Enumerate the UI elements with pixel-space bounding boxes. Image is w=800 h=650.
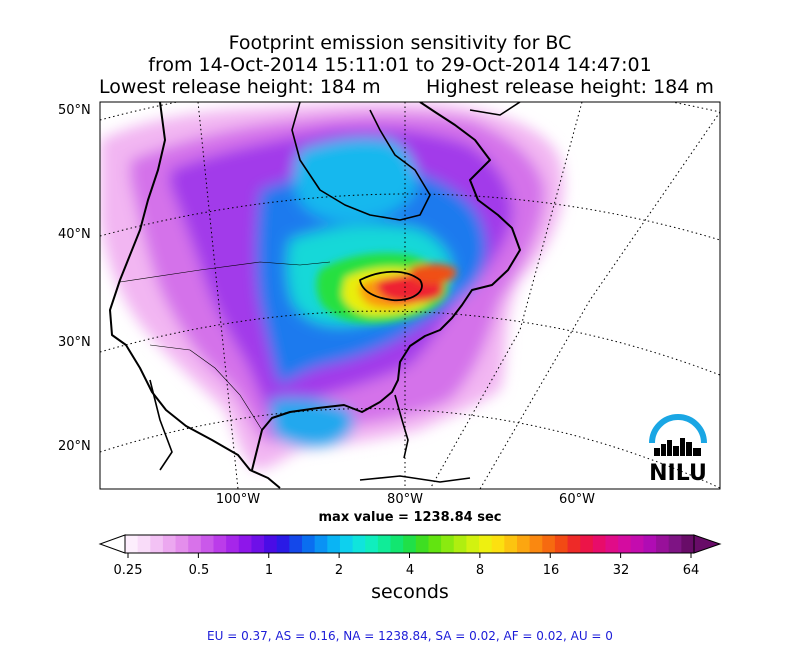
colorbar-cell xyxy=(542,535,556,553)
colorbar-tick-label: 0.25 xyxy=(113,563,143,578)
colorbar-tick-label: 16 xyxy=(542,563,560,578)
colorbar-cell xyxy=(504,535,518,553)
nilu-logo-text: NILU xyxy=(649,461,707,486)
colorbar-cell xyxy=(656,535,670,553)
colorbar-cell xyxy=(441,535,455,553)
lat-label-20n: 20°N xyxy=(58,439,91,454)
lat-label-30n: 30°N xyxy=(58,335,91,350)
colorbar-cell xyxy=(390,535,404,553)
colorbar-cell xyxy=(125,535,139,553)
coastlines xyxy=(109,102,521,489)
colorbar-cell xyxy=(605,535,619,553)
nilu-logo: NILU xyxy=(649,414,707,486)
colorbar-cell xyxy=(226,535,240,553)
colorbar-cell xyxy=(554,535,569,553)
map-title: Footprint emission sensitivity for BC xyxy=(228,32,572,54)
colorbar-cell xyxy=(415,535,430,553)
colorbar-cell xyxy=(479,535,493,553)
highest-release-height: Highest release height: 184 m xyxy=(426,76,714,98)
lat-label-50n: 50°N xyxy=(58,103,91,118)
colorbar-tick-label: 32 xyxy=(612,563,630,578)
colorbar-tick-label: 8 xyxy=(475,563,485,578)
colorbar-cell xyxy=(643,535,657,553)
time-range: from 14-Oct-2014 15:11:01 to 29-Oct-2014… xyxy=(148,54,652,76)
colorbar-cell xyxy=(466,535,480,553)
colorbar-cell xyxy=(150,535,164,553)
colorbar-cell xyxy=(377,535,392,553)
colorbar-high-arrow xyxy=(693,534,722,554)
borders xyxy=(119,261,331,431)
colorbar-cell xyxy=(175,535,189,553)
colorbar-cell xyxy=(327,535,341,553)
lon-label-100w: 100°W xyxy=(215,492,261,507)
colorbar-cell xyxy=(403,535,417,553)
colorbar-cell xyxy=(365,535,379,553)
graticule xyxy=(100,102,720,489)
colorbar-cell xyxy=(137,535,151,553)
colorbar-cell xyxy=(630,535,645,553)
colorbar-cell xyxy=(289,535,303,553)
colorbar-cell xyxy=(580,535,594,553)
colorbar-cell xyxy=(302,535,316,553)
colorbar-cell xyxy=(352,535,366,553)
colorbar-cell xyxy=(276,535,290,553)
colorbar-low-arrow xyxy=(98,534,126,554)
lat-label-40n: 40°N xyxy=(58,227,91,242)
colorbar-cell xyxy=(251,535,265,553)
max-value: max value = 1238.84 sec xyxy=(318,510,502,525)
colorbar-cell xyxy=(567,535,581,553)
colorbar-unit: seconds xyxy=(371,581,449,603)
colorbar-cell xyxy=(188,535,202,553)
colorbar-cell xyxy=(238,535,253,553)
map-frame xyxy=(99,101,721,490)
colorbar-tick-label: 64 xyxy=(682,563,700,578)
colorbar-cell xyxy=(592,535,607,553)
colorbar-tick-label: 2 xyxy=(334,563,344,578)
colorbar-cell xyxy=(491,535,505,553)
colorbar-tick-label: 1 xyxy=(264,563,274,578)
colorbar-cell xyxy=(618,535,632,553)
colorbar-cell xyxy=(314,535,328,553)
colorbar-cell xyxy=(162,535,177,553)
colorbar-cell xyxy=(453,535,467,553)
colorbar-cell xyxy=(516,535,531,553)
lon-label-80w: 80°W xyxy=(387,492,423,507)
colorbar-cell xyxy=(681,535,695,553)
colorbar-cell xyxy=(213,535,227,553)
lon-label-60w: 60°W xyxy=(559,492,595,507)
colorbar-cell xyxy=(339,535,354,553)
colorbar-cell xyxy=(264,535,278,553)
colorbar-cell xyxy=(529,535,543,553)
colorbar-tick-label: 0.5 xyxy=(188,563,210,578)
lowest-release-height: Lowest release height: 184 m xyxy=(99,76,381,98)
colorbar-tick-label: 4 xyxy=(405,563,415,578)
region-summary: EU = 0.37, AS = 0.16, NA = 1238.84, SA =… xyxy=(207,629,613,643)
colorbar-cell xyxy=(200,535,215,553)
colorbar-cell xyxy=(428,535,442,553)
colorbar-cell xyxy=(668,535,682,553)
